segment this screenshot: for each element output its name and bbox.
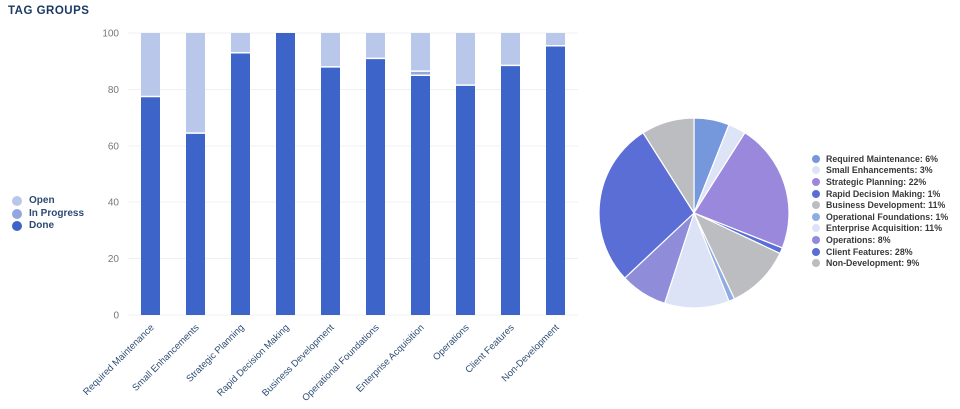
legend-dot-icon xyxy=(812,235,820,244)
bar-segment-done-required-maintenance[interactable] xyxy=(141,96,160,315)
legend-item-strategic-planning[interactable]: Strategic Planning: 22% xyxy=(812,176,948,188)
pie-slice-business-development[interactable] xyxy=(693,212,781,300)
bar-segment-open-strategic-planning[interactable] xyxy=(231,33,250,53)
bar-segment-done-operational-foundations[interactable] xyxy=(366,58,385,315)
legend-label: Strategic Planning: 22% xyxy=(826,176,927,187)
legend-label: Required Maintenance: 6% xyxy=(826,153,938,164)
bar-segment-open-required-maintenance[interactable] xyxy=(141,33,160,97)
bar-segment-open-small-enhancements[interactable] xyxy=(186,33,205,134)
legend-item-business-development[interactable]: Business Development: 11% xyxy=(812,199,948,211)
legend-item-required-maintenance[interactable]: Required Maintenance: 6% xyxy=(812,153,948,165)
legend-item-non-development[interactable]: Non-Development: 9% xyxy=(812,257,948,269)
legend-item-client-features[interactable]: Client Features: 28% xyxy=(812,246,948,258)
bar-segment-done-rapid-decision-making[interactable] xyxy=(276,33,295,315)
bar-segment-done-non-development[interactable] xyxy=(546,45,565,315)
legend-dot-icon xyxy=(812,189,820,198)
legend-label: Business Development: 11% xyxy=(826,200,946,211)
y-axis-tick-label: 60 xyxy=(108,141,120,152)
legend-label: Client Features: 28% xyxy=(826,246,913,257)
bar-segment-open-enterprise-acquisition[interactable] xyxy=(411,33,430,72)
y-axis-tick-label: 20 xyxy=(108,254,120,265)
legend-dot-icon xyxy=(812,247,820,256)
bar-segment-done-strategic-planning[interactable] xyxy=(231,52,250,316)
legend-dot-icon xyxy=(12,208,22,219)
legend-item-operational-foundations[interactable]: Operational Foundations: 1% xyxy=(812,211,948,223)
legend-dot-icon xyxy=(812,166,820,175)
legend-label: In Progress xyxy=(29,207,85,219)
bar-segment-done-enterprise-acquisition[interactable] xyxy=(411,75,430,315)
legend-dot-icon xyxy=(812,224,820,233)
legend-label: Open xyxy=(29,195,55,207)
y-axis-tick-label: 40 xyxy=(108,198,120,209)
legend-label: Small Enhancements: 3% xyxy=(826,165,933,176)
bar-segment-open-operations[interactable] xyxy=(456,33,475,86)
pie-slice-strategic-planning[interactable] xyxy=(693,132,790,249)
pie-slice-client-features[interactable] xyxy=(598,132,695,279)
legend-dot-icon xyxy=(12,196,22,207)
legend-item-open[interactable]: Open xyxy=(12,195,84,208)
bar-segment-done-business-development[interactable] xyxy=(321,66,340,315)
pie-legend: Required Maintenance: 6% Small Enhancemen… xyxy=(812,153,948,269)
legend-label: Rapid Decision Making: 1% xyxy=(826,188,941,199)
legend-item-enterprise-acquisition[interactable]: Enterprise Acquisition: 11% xyxy=(812,223,948,235)
legend-dot-icon xyxy=(812,201,820,210)
legend-dot-icon xyxy=(812,177,820,186)
legend-item-in-progress[interactable]: In Progress xyxy=(12,208,84,221)
bar-segment-open-client-features[interactable] xyxy=(501,33,520,66)
legend-label: Non-Development: 9% xyxy=(826,258,920,269)
bar-segment-open-operational-foundations[interactable] xyxy=(366,33,385,59)
tag-groups-pie-chart xyxy=(598,117,790,309)
y-axis-tick-label: 100 xyxy=(102,29,119,40)
y-axis-tick-label: 80 xyxy=(108,85,120,96)
bar-segment-open-non-development[interactable] xyxy=(546,33,565,46)
legend-label: Operational Foundations: 1% xyxy=(826,211,949,222)
legend-dot-icon xyxy=(812,154,820,163)
legend-dot-icon xyxy=(12,221,22,232)
legend-item-done[interactable]: Done xyxy=(12,220,84,233)
page-title: TAG GROUPS xyxy=(8,5,90,17)
legend-item-operations[interactable]: Operations: 8% xyxy=(812,234,948,246)
y-axis-tick-label: 0 xyxy=(113,311,119,322)
bar-segment-done-small-enhancements[interactable] xyxy=(186,133,205,315)
bar-status-legend: Open In Progress Done xyxy=(12,195,84,233)
pie-slice-non-development[interactable] xyxy=(642,117,695,214)
bar-segment-open-business-development[interactable] xyxy=(321,33,340,67)
legend-label: Enterprise Acquisition: 11% xyxy=(826,223,943,234)
bar-segment-in-progress-enterprise-acquisition[interactable] xyxy=(411,71,430,76)
bar-segment-done-operations[interactable] xyxy=(456,85,475,315)
legend-item-small-enhancements[interactable]: Small Enhancements: 3% xyxy=(812,165,948,177)
legend-label: Done xyxy=(29,220,54,232)
x-category-label-operations: Operations xyxy=(431,322,472,363)
legend-dot-icon xyxy=(812,212,820,221)
legend-dot-icon xyxy=(812,259,820,268)
legend-label: Operations: 8% xyxy=(826,234,891,245)
x-category-label-operational-foundations: Operational Foundations xyxy=(300,322,382,404)
pie-slice-enterprise-acquisition[interactable] xyxy=(664,212,730,309)
legend-item-rapid-decision-making[interactable]: Rapid Decision Making: 1% xyxy=(812,188,948,200)
bar-segment-done-client-features[interactable] xyxy=(501,65,520,316)
